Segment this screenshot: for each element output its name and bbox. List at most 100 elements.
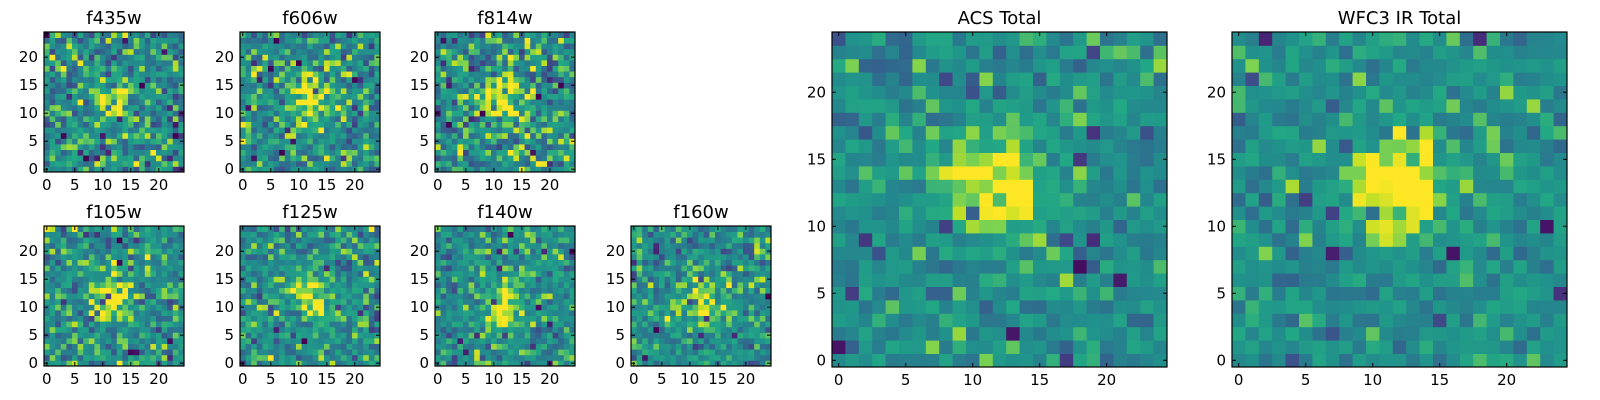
y-tick-label: 10 [410, 298, 429, 316]
heatmap-cell [296, 54, 302, 61]
heatmap-cell [324, 332, 330, 339]
heatmap-cell [636, 270, 643, 277]
heatmap-cell [340, 93, 347, 100]
heatmap-cell [524, 360, 531, 367]
heatmap-cell [273, 132, 280, 139]
heatmap-cell [653, 349, 660, 356]
heatmap-cell [340, 310, 347, 316]
heatmap-cell [952, 233, 967, 247]
heatmap-cell [563, 343, 570, 350]
heatmap-cell [440, 138, 447, 145]
heatmap-cell [156, 326, 162, 333]
heatmap-cell [144, 265, 151, 272]
heatmap-cell [307, 321, 314, 328]
heatmap-cell [296, 132, 302, 139]
heatmap-cell [100, 160, 106, 167]
heatmap-cell [535, 43, 542, 50]
heatmap-cell [116, 248, 123, 255]
heatmap-cell [513, 149, 520, 156]
heatmap-cell [262, 166, 269, 173]
heatmap-cell [563, 287, 570, 294]
heatmap-cell [105, 321, 112, 328]
heatmap-cell [172, 254, 179, 260]
heatmap-cell [55, 349, 62, 356]
heatmap-cell [178, 321, 185, 328]
heatmap-cell [161, 116, 168, 122]
heatmap-cell [698, 310, 705, 316]
heatmap-cell [88, 349, 95, 356]
heatmap-cell [329, 293, 336, 300]
heatmap-cell [279, 93, 286, 100]
heatmap-cell [60, 32, 67, 38]
heatmap-cell [457, 99, 464, 106]
heatmap-cell [765, 326, 772, 333]
heatmap-cell [301, 48, 308, 55]
heatmap-cell [1059, 340, 1074, 354]
heatmap-cell [55, 265, 62, 272]
heatmap-cell [150, 76, 157, 83]
heatmap-cell [66, 287, 73, 294]
heatmap-cell [491, 104, 497, 111]
heatmap-cell [535, 349, 542, 356]
heatmap-cell [111, 231, 118, 238]
heatmap-cell [496, 110, 503, 117]
heatmap-cell [726, 326, 733, 333]
heatmap-cell [72, 149, 78, 156]
heatmap-cell [479, 121, 486, 128]
heatmap-cell [664, 287, 671, 294]
heatmap-cell [357, 343, 364, 350]
heatmap-cell [262, 54, 269, 61]
heatmap-cell [925, 152, 940, 167]
heatmap-cell [692, 315, 699, 322]
heatmap-cell [357, 76, 364, 83]
heatmap-cell [552, 93, 559, 100]
heatmap-cell [368, 304, 375, 311]
heatmap-cell [737, 304, 744, 311]
heatmap-cell [992, 192, 1007, 207]
heatmap-cell [111, 287, 118, 294]
heatmap-cell [273, 127, 280, 134]
heatmap-cell [172, 226, 179, 232]
heatmap-cell [240, 60, 246, 66]
heatmap-cell [262, 160, 269, 167]
heatmap-cell [759, 226, 766, 232]
heatmap-cell [178, 293, 185, 300]
heatmap-cell [463, 149, 469, 156]
heatmap-cell [105, 65, 112, 72]
heatmap-cell [279, 265, 286, 272]
heatmap-cell [94, 265, 101, 272]
heatmap-cell [698, 259, 705, 266]
heatmap-cell [1059, 233, 1074, 247]
heatmap-cell [66, 54, 73, 61]
heatmap-cell [463, 60, 469, 66]
heatmap-cell [324, 82, 330, 89]
heatmap-cell [468, 93, 475, 100]
heatmap-cell [279, 132, 286, 139]
heatmap-cell [966, 219, 980, 234]
heatmap-cell [128, 242, 134, 249]
heatmap-cell [502, 298, 509, 305]
heatmap-cell [279, 65, 286, 72]
heatmap-cell [563, 104, 570, 111]
heatmap-cell [335, 71, 342, 78]
heatmap-cell [133, 310, 140, 316]
heatmap-cell [524, 144, 531, 150]
heatmap-cell [139, 276, 146, 283]
plot-frame [630, 225, 772, 367]
heatmap-cell [703, 349, 710, 356]
heatmap-cell [77, 104, 84, 111]
heatmap-cell [513, 226, 520, 232]
heatmap-cell [172, 270, 179, 277]
heatmap-cell [156, 242, 162, 249]
heatmap-cell [491, 43, 497, 50]
heatmap-cell [485, 76, 492, 83]
heatmap-cell [77, 155, 84, 162]
heatmap-cell [340, 160, 347, 167]
heatmap-cell [636, 293, 643, 300]
heatmap-cell [346, 65, 353, 72]
heatmap-cell [1019, 313, 1034, 328]
heatmap-cell [251, 282, 258, 288]
heatmap-cell [446, 60, 453, 66]
heatmap-cell [535, 298, 542, 305]
heatmap-cell [172, 71, 179, 78]
